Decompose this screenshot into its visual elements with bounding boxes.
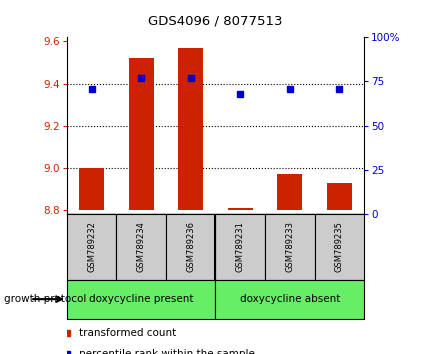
Text: doxycycline present: doxycycline present	[89, 294, 193, 304]
Text: GSM789234: GSM789234	[136, 222, 145, 272]
Bar	[116, 214, 166, 280]
Bar	[227, 208, 252, 210]
Bar	[67, 280, 215, 319]
Bar	[129, 58, 153, 210]
Bar	[215, 214, 264, 280]
Text: GSM789236: GSM789236	[186, 221, 195, 273]
Bar	[215, 280, 363, 319]
Text: GSM789231: GSM789231	[235, 222, 244, 272]
Bar	[314, 214, 363, 280]
Bar	[79, 168, 104, 210]
Text: growth protocol: growth protocol	[4, 294, 86, 304]
Bar	[166, 214, 215, 280]
Bar	[326, 183, 351, 210]
Bar	[264, 214, 314, 280]
Text: GSM789232: GSM789232	[87, 222, 96, 272]
Bar	[277, 174, 301, 210]
Text: percentile rank within the sample: percentile rank within the sample	[79, 349, 254, 354]
Text: GDS4096 / 8077513: GDS4096 / 8077513	[148, 14, 282, 27]
Text: GSM789233: GSM789233	[285, 221, 294, 273]
Bar	[178, 48, 203, 210]
Text: GSM789235: GSM789235	[334, 222, 343, 272]
Text: transformed count: transformed count	[79, 328, 175, 338]
Text: doxycycline absent: doxycycline absent	[239, 294, 339, 304]
Bar	[67, 214, 116, 280]
